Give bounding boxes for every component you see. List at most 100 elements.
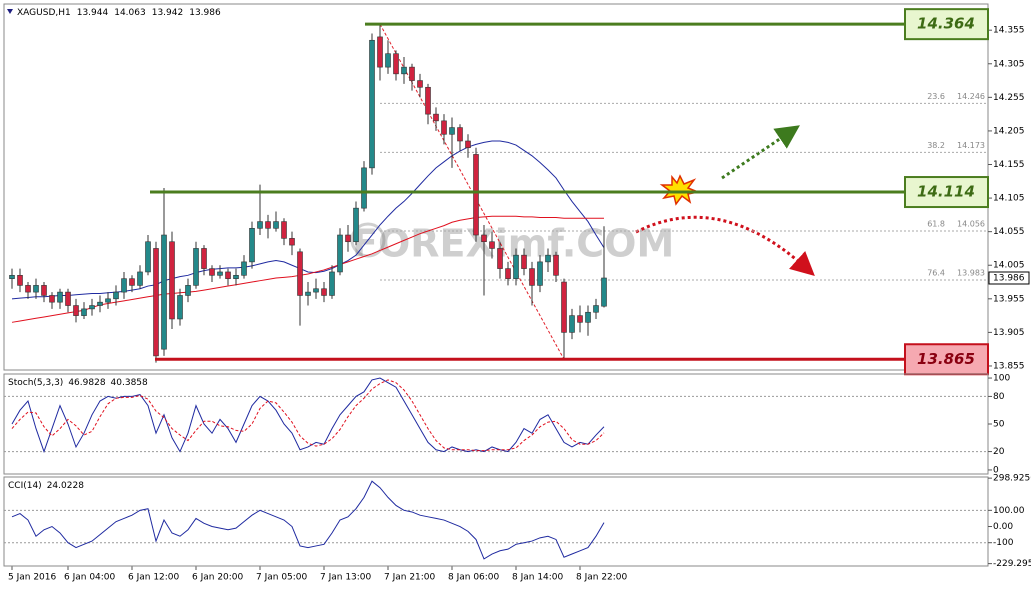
- y-tick-label: 14.005: [993, 261, 1025, 271]
- x-tick-label: 8 Jan 22:00: [576, 573, 628, 583]
- candle-body: [401, 66, 407, 75]
- level-box: [904, 343, 989, 376]
- x-tick-label: 8 Jan 14:00: [512, 573, 564, 583]
- candle-body: [393, 53, 399, 75]
- level-label: 14.114: [917, 183, 975, 201]
- candle-body: [41, 285, 47, 296]
- level-box: [904, 8, 989, 41]
- down-arrow: [635, 215, 815, 277]
- candle-body: [105, 298, 111, 303]
- candle-body: [113, 291, 119, 300]
- candle-body: [169, 241, 175, 320]
- x-tick-label: 6 Jan 20:00: [192, 573, 244, 583]
- indicator-line: [11, 377, 605, 454]
- candle-body: [185, 285, 191, 296]
- indicator-title: Stoch(5,3,3) 46.9828 40.3858: [8, 378, 148, 388]
- x-tick-label: 7 Jan 05:00: [256, 573, 308, 583]
- fib-price: 14.056: [957, 219, 985, 228]
- candle-body: [201, 248, 207, 269]
- up-arrow: [721, 125, 800, 180]
- y-tick-label: 14.105: [993, 194, 1025, 204]
- candle-body: [25, 285, 31, 293]
- candle-body: [425, 86, 431, 115]
- candle-body: [353, 207, 359, 243]
- menu-triangle: [7, 9, 13, 14]
- candle-body: [465, 140, 471, 149]
- fib-level: 38.2: [927, 141, 945, 150]
- x-tick-label: 6 Jan 04:00: [64, 573, 116, 583]
- watermark: FOREXimf.COM: [352, 222, 674, 266]
- candle-body: [417, 80, 423, 88]
- candle-body: [57, 291, 63, 303]
- y-tick-label: -100: [993, 538, 1014, 548]
- y-tick-label: 13.955: [993, 294, 1025, 304]
- level-label: 13.865: [917, 350, 975, 368]
- candle-body: [233, 275, 239, 279]
- indicator-line: [11, 215, 604, 323]
- candle-body: [345, 234, 351, 243]
- level-label: 14.364: [917, 15, 975, 33]
- candle-body: [289, 238, 295, 246]
- candle-body: [409, 66, 415, 81]
- indicator-value: 46.9828: [68, 378, 105, 388]
- candle-body: [241, 261, 247, 276]
- candle-body: [369, 39, 375, 169]
- candle-body: [601, 277, 607, 307]
- y-tick-label: 13.905: [993, 328, 1025, 338]
- candle-body: [217, 271, 223, 276]
- symbol-header: XAGUSD,H1 13.944 14.063 13.942 13.986: [17, 8, 221, 18]
- candle-body: [265, 221, 271, 229]
- candle-body: [361, 167, 367, 209]
- candle-body: [497, 248, 503, 269]
- candle-body: [593, 305, 599, 313]
- candle-body: [33, 285, 39, 293]
- x-tick-label: 7 Jan 21:00: [384, 573, 436, 583]
- candle-body: [129, 278, 135, 286]
- indicator-line: [11, 480, 605, 560]
- candle-body: [161, 234, 167, 350]
- candle-body: [329, 271, 335, 296]
- fib-level: 76.4: [927, 269, 945, 278]
- fib-price: 14.246: [957, 92, 985, 101]
- candle-body: [313, 288, 319, 293]
- fib-price: 13.983: [957, 269, 985, 278]
- candle-body: [9, 275, 15, 279]
- fib-price: 14.173: [957, 141, 985, 150]
- candle-body: [433, 113, 439, 122]
- candle-body: [553, 254, 559, 276]
- candle-body: [145, 241, 151, 273]
- candle-body: [273, 221, 279, 229]
- breakout-burst: [659, 174, 701, 206]
- watermark-globe: [350, 222, 386, 258]
- candle-body: [121, 278, 127, 293]
- y-tick-label: 20: [993, 447, 1005, 457]
- indicator-name: Stoch(5,3,3): [8, 378, 63, 388]
- candle-body: [193, 248, 199, 286]
- candle-body: [177, 295, 183, 320]
- candle-body: [297, 251, 303, 296]
- candle-body: [209, 268, 215, 276]
- y-tick-label: 50: [993, 420, 1005, 430]
- candle-body: [89, 305, 95, 310]
- y-tick-label: 0: [993, 465, 999, 475]
- candle-body: [489, 241, 495, 249]
- ohlc-value: 14.063: [114, 8, 146, 18]
- candle-body: [521, 254, 527, 269]
- candle-body: [561, 281, 567, 333]
- candle-body: [65, 291, 71, 306]
- candle-body: [337, 234, 343, 273]
- candle-body: [249, 228, 255, 263]
- level-box: [904, 176, 989, 209]
- y-tick-label: 80: [993, 392, 1005, 402]
- candle-body: [257, 221, 263, 229]
- candle-body: [137, 271, 143, 286]
- y-tick-label: 0.00: [993, 522, 1013, 532]
- candle-body: [305, 291, 311, 296]
- candle-body: [73, 305, 79, 316]
- ohlc-value: 13.942: [152, 8, 184, 18]
- symbol: XAGUSD,H1: [17, 8, 71, 18]
- candle-body: [585, 311, 591, 323]
- indicator-title: CCI(14) 24.0228: [8, 481, 84, 491]
- indicator-value: 24.0228: [47, 481, 84, 491]
